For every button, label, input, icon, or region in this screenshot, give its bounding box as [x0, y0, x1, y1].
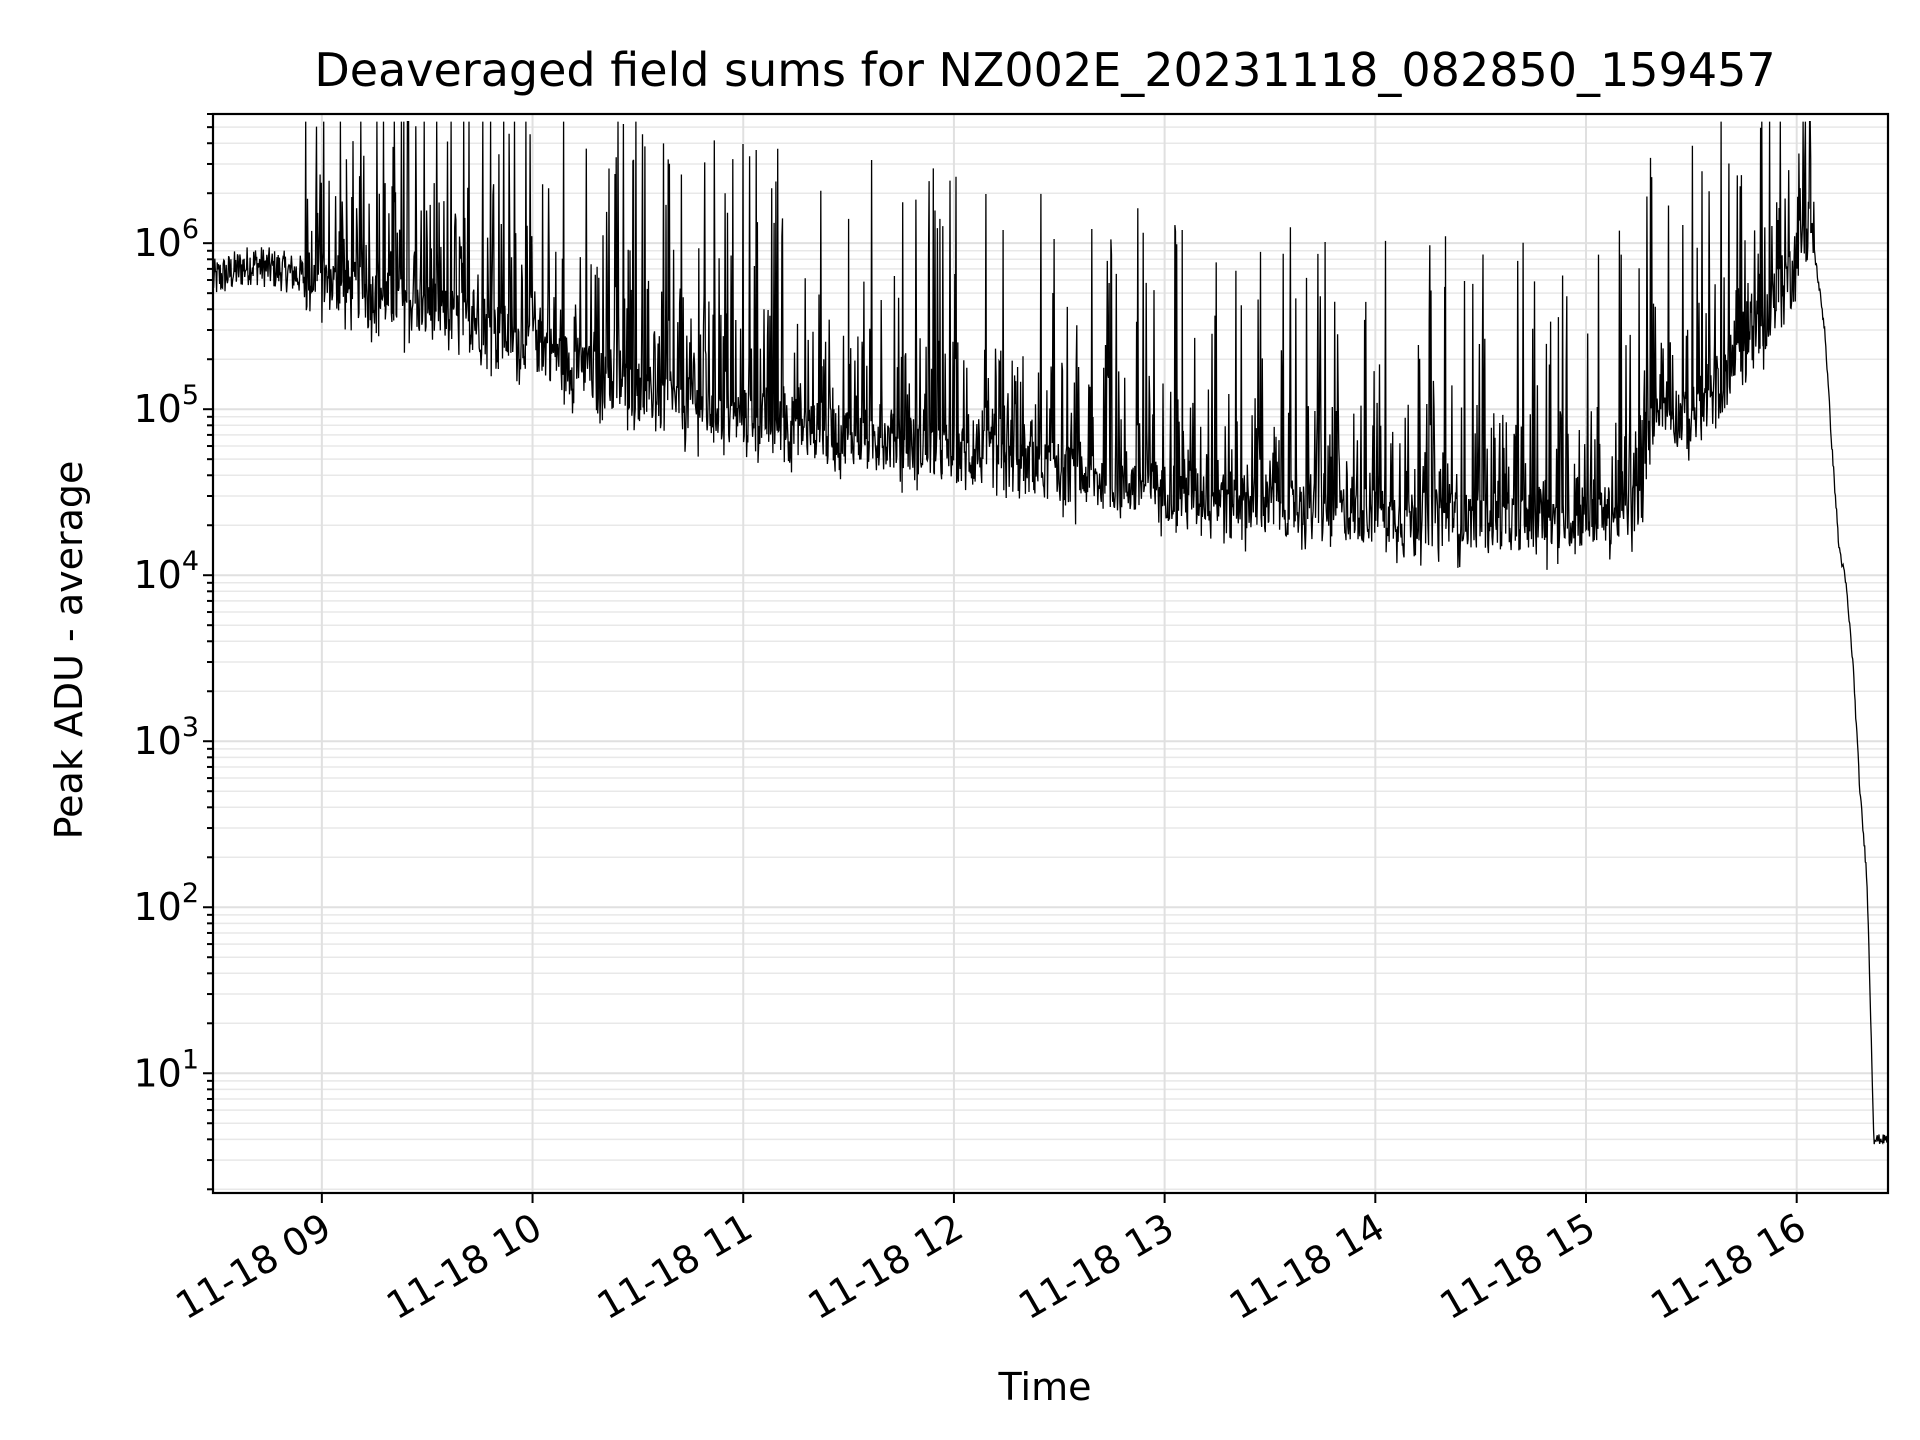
- y-tick-label-base: 10: [133, 387, 181, 431]
- grid: [213, 113, 1888, 1193]
- y-tick-label: 101: [133, 1044, 199, 1095]
- y-tick-label: 104: [133, 546, 199, 597]
- y-tick-label-exponent: 2: [182, 878, 199, 909]
- y-tick-label-exponent: 1: [182, 1044, 199, 1075]
- y-tick-label-base: 10: [133, 221, 181, 265]
- y-tick-label: 103: [133, 712, 199, 763]
- chart-title: Deaveraged field sums for NZ002E_2023111…: [314, 43, 1775, 97]
- y-tick-label: 106: [133, 214, 199, 265]
- y-tick-label-exponent: 3: [182, 712, 199, 743]
- y-tick-label-base: 10: [133, 719, 181, 763]
- y-tick-label-exponent: 6: [182, 214, 199, 245]
- plot-frame: [211, 112, 1890, 1195]
- plot-area: [212, 120, 1889, 1145]
- y-tick-label-base: 10: [133, 885, 181, 929]
- y-axis-label: Peak ADU - average: [47, 461, 91, 840]
- y-tick-label-exponent: 5: [182, 380, 199, 411]
- y-tick-label: 105: [133, 380, 199, 431]
- series-line: [212, 120, 1889, 1145]
- y-tick-label: 102: [133, 878, 199, 929]
- x-axis-label: Time: [998, 1365, 1092, 1409]
- y-tick-label-exponent: 4: [182, 546, 199, 577]
- y-tick-label-base: 10: [133, 1051, 181, 1095]
- y-tick-label-base: 10: [133, 553, 181, 597]
